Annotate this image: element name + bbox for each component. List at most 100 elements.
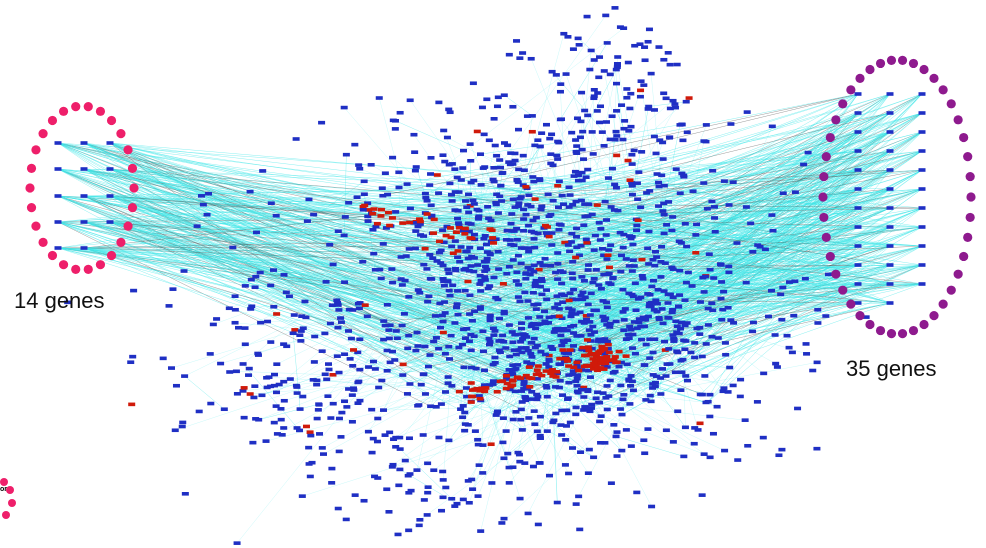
gene-node (530, 302, 538, 307)
network-edge (580, 69, 617, 138)
right-group-gene-node (854, 263, 862, 267)
gene-node (676, 191, 684, 196)
gene-node (459, 415, 467, 420)
gene-node (620, 328, 628, 332)
ring-dot (963, 232, 973, 242)
gene-node (534, 138, 542, 142)
gene-node (684, 270, 692, 275)
network-edge (521, 302, 859, 353)
gene-node (719, 389, 727, 394)
gene-node (660, 183, 668, 188)
highlighted-gene-node (423, 212, 431, 216)
gene-node (499, 416, 507, 420)
gene-node (299, 326, 307, 331)
gene-node (700, 452, 708, 456)
gene-node (446, 293, 454, 298)
right-group-gene-node (918, 282, 926, 286)
gene-node (862, 315, 870, 319)
gene-node (500, 309, 508, 314)
gene-node (644, 39, 652, 44)
gene-node (645, 104, 653, 109)
gene-node (602, 396, 610, 400)
network-edge (408, 226, 859, 336)
gene-node (298, 314, 306, 318)
gene-node (506, 354, 514, 359)
gene-node (734, 458, 742, 462)
highlighted-gene-node (565, 298, 573, 303)
gene-node (541, 319, 549, 324)
gene-node (273, 432, 281, 436)
gene-node (802, 342, 810, 346)
gene-node (584, 214, 592, 218)
gene-node (232, 369, 240, 374)
gene-node (538, 279, 546, 284)
gene-node (547, 263, 555, 268)
network-edge (485, 279, 891, 304)
ring-dot (953, 269, 963, 279)
gene-node (509, 104, 517, 109)
gene-node (692, 233, 700, 237)
gene-node (531, 281, 539, 286)
network-edge (648, 101, 687, 107)
gene-node (559, 300, 567, 305)
gene-node (669, 307, 677, 312)
gene-node (385, 336, 393, 341)
gene-node (673, 62, 681, 67)
gene-node (687, 350, 695, 355)
gene-node (413, 330, 421, 335)
gene-node (684, 378, 692, 383)
network-edge (57, 142, 426, 395)
gene-node (280, 398, 288, 403)
gene-node (181, 374, 189, 378)
gene-node (363, 314, 371, 319)
gene-node (636, 94, 644, 99)
highlighted-gene-node (613, 153, 621, 158)
ring-dot (26, 163, 37, 173)
gene-node (559, 393, 567, 397)
gene-node (530, 321, 538, 326)
gene-node (606, 378, 614, 383)
gene-node (486, 318, 494, 323)
gene-node (607, 205, 615, 209)
gene-node (620, 318, 628, 322)
ring-dot (897, 55, 908, 65)
gene-node (730, 321, 738, 325)
gene-node (345, 200, 353, 205)
ring-dot (31, 145, 41, 155)
highlighted-gene-node (329, 372, 337, 377)
gene-node (569, 446, 577, 450)
gene-node (465, 192, 473, 197)
gene-node (422, 195, 430, 200)
gene-node (553, 153, 561, 158)
gene-node (431, 314, 439, 318)
gene-node (664, 51, 672, 55)
network-edge (83, 168, 482, 186)
highlighted-gene-node (594, 368, 602, 373)
gene-node (538, 292, 546, 297)
gene-node (517, 417, 525, 422)
gene-node (328, 481, 336, 485)
gene-node (517, 346, 525, 350)
gene-node (727, 318, 735, 322)
gene-node (778, 447, 786, 452)
highlighted-gene-node (531, 197, 539, 201)
gene-node (545, 365, 553, 369)
gene-node (513, 178, 521, 183)
gene-node (265, 375, 273, 379)
gene-node (470, 232, 478, 237)
gene-node (659, 321, 667, 326)
gene-node (424, 299, 432, 304)
gene-node (559, 270, 567, 275)
gene-node (446, 181, 454, 186)
highlighted-gene-node (240, 386, 248, 390)
highlighted-gene-node (306, 430, 314, 434)
ring-dot (38, 237, 48, 247)
gene-node (531, 345, 539, 350)
gene-node (479, 443, 487, 447)
gene-node (481, 383, 489, 387)
gene-node (620, 26, 628, 30)
network-edge (398, 187, 923, 266)
gene-node (441, 351, 449, 356)
gene-node (509, 197, 517, 202)
gene-node (791, 190, 799, 194)
